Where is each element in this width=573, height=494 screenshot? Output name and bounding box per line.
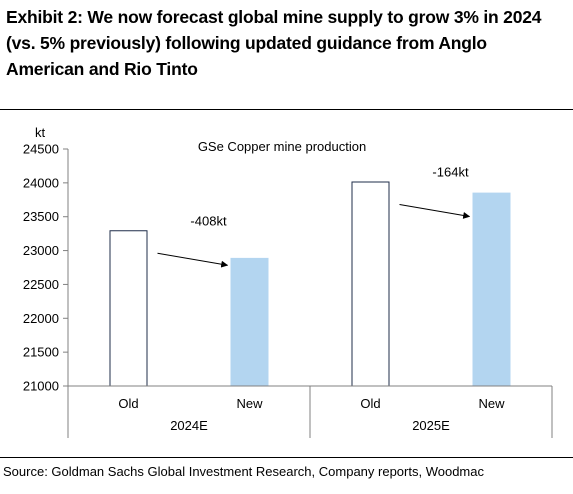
exhibit-title: Exhibit 2: We now forecast global mine s…	[6, 7, 542, 79]
bar-2024E-new	[230, 257, 269, 386]
x-axis: Old New Old New 2024E 2025E	[67, 385, 553, 438]
annotations: -408kt -164kt	[157, 165, 471, 268]
annotation-arrow	[157, 252, 229, 268]
y-tick-label: 24000	[23, 175, 59, 190]
y-tick-label: 23000	[23, 243, 59, 258]
chart-title: GSe Copper mine production	[198, 139, 366, 154]
x-tick-label: New	[478, 396, 505, 411]
y-tick-label: 21000	[23, 379, 59, 394]
y-axis: 21000 21500 22000 22500 23000 23500 24000 24500	[23, 142, 69, 394]
y-tick-label: 22500	[23, 277, 59, 292]
x-tick-label: New	[236, 396, 263, 411]
annotation-arrow	[399, 204, 471, 219]
bar-2025E-old	[351, 181, 390, 387]
x-tick-label: Old	[360, 396, 380, 411]
x-group-label: 2024E	[170, 418, 208, 433]
y-tick-label: 23500	[23, 209, 59, 224]
annotation-label: -164kt	[432, 165, 469, 180]
x-group-label: 2025E	[412, 418, 450, 433]
source-divider	[0, 457, 573, 458]
bar-2025E-new	[472, 192, 511, 386]
source-note: Source: Goldman Sachs Global Investment …	[3, 464, 484, 479]
y-tick-label: 24500	[23, 142, 59, 157]
y-axis-unit-label: kt	[35, 125, 46, 140]
annotation-label: -408kt	[190, 213, 227, 228]
bar-2024E-old	[109, 230, 148, 387]
x-tick-label: Old	[118, 396, 138, 411]
y-tick-label: 22000	[23, 311, 59, 326]
title-divider	[0, 109, 573, 110]
y-tick-label: 21500	[23, 345, 59, 360]
bars	[109, 181, 511, 387]
